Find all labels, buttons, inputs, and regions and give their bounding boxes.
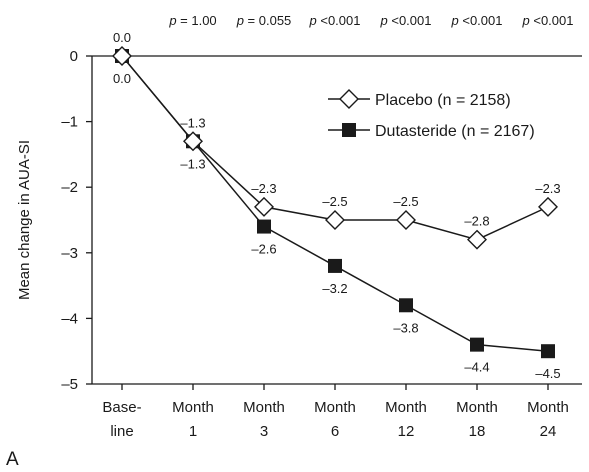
placebo-point xyxy=(467,229,487,250)
legend-placebo-label: Placebo (n = 2158) xyxy=(375,92,511,109)
dutasteride-point xyxy=(399,298,413,313)
p-value-label: p = 1.00 xyxy=(168,13,216,28)
dutasteride-point xyxy=(470,337,484,352)
p-value-label: p <0.001 xyxy=(451,13,503,28)
placebo-value-label: 0.0 xyxy=(113,30,131,45)
p-value-row: p = 1.00 p = 0.055 p <0.001 p <0.001 p <0.00… xyxy=(168,13,573,28)
dutasteride-value-label: –4.5 xyxy=(535,366,560,381)
legend-dutasteride-label: Dutasteride (n = 2167) xyxy=(375,123,535,140)
y-tick-label: –4 xyxy=(61,310,78,327)
legend-dutasteride-square-marker xyxy=(342,123,356,137)
panel-label: A xyxy=(6,449,19,470)
series-points xyxy=(112,46,558,359)
dutasteride-point xyxy=(328,258,342,273)
x-category-label-line1: Month xyxy=(385,399,427,416)
p-value-label: p <0.001 xyxy=(309,13,361,28)
x-category-label-line1: Month xyxy=(243,399,285,416)
axes xyxy=(91,55,582,385)
placebo-point xyxy=(396,210,416,230)
x-category-label-line1: Month xyxy=(172,399,214,416)
y-tick-label: –1 xyxy=(61,114,78,131)
x-category-label-line2: line xyxy=(110,423,133,440)
y-tick-label: –3 xyxy=(61,245,78,262)
y-tick-label: –2 xyxy=(61,179,78,196)
y-axis-title: Mean change in AUA-SI xyxy=(16,140,33,300)
x-category-label-line1: Month xyxy=(527,399,569,416)
placebo-value-label: –2.5 xyxy=(393,194,418,209)
y-ticks: 0 –1 –2 –3 –4 –5 xyxy=(61,48,92,393)
legend-placebo-diamond-marker xyxy=(339,89,359,109)
dutasteride-value-label: –2.6 xyxy=(251,242,276,257)
p-value-label: p <0.001 xyxy=(380,13,432,28)
x-category-label-line2: 6 xyxy=(331,423,339,440)
dutasteride-value-label: –1.3 xyxy=(180,156,205,171)
dutasteride-point xyxy=(541,344,555,359)
x-category-label-line2: 3 xyxy=(260,423,268,440)
x-category-label-line1: Base- xyxy=(102,399,141,416)
placebo-value-label: –1.3 xyxy=(180,115,205,130)
dutasteride-value-label: 0.0 xyxy=(113,71,131,86)
legend: Placebo (n = 2158) Dutasteride (n = 2167… xyxy=(328,89,535,140)
legend-item-dutasteride: Dutasteride (n = 2167) xyxy=(328,123,535,140)
legend-item-placebo: Placebo (n = 2158) xyxy=(328,89,511,109)
y-tick-label: –5 xyxy=(61,376,78,393)
x-category-label-line1: Month xyxy=(314,399,356,416)
y-tick-label: 0 xyxy=(70,48,78,65)
dutasteride-value-label: –3.2 xyxy=(322,281,347,296)
placebo-point xyxy=(538,196,558,217)
placebo-point xyxy=(254,196,274,217)
x-category-label-line2: 1 xyxy=(189,423,197,440)
dutasteride-point xyxy=(257,219,271,234)
dutasteride-value-label: –4.4 xyxy=(464,360,489,375)
placebo-value-label: –2.3 xyxy=(535,181,560,196)
p-value-label: p = 0.055 xyxy=(236,13,292,28)
placebo-value-label: –2.3 xyxy=(251,181,276,196)
dutasteride-value-label: –3.8 xyxy=(393,320,418,335)
p-value-label: p <0.001 xyxy=(522,13,574,28)
x-category-label-line2: 18 xyxy=(469,423,486,440)
placebo-point xyxy=(325,210,345,230)
x-category-labels: Base-line Month 1 Month 3 Month 6 Month 12 Month 1… xyxy=(102,384,569,440)
x-category-label-line1: Month xyxy=(456,399,498,416)
x-category-label-line2: 12 xyxy=(398,423,415,440)
value-labels: 0.0 –1.3 –2.3 –2.5 –2.5 –2.8 –2.3 0.0 –1.3 –2.6 –3… xyxy=(113,30,561,381)
placebo-value-label: –2.8 xyxy=(464,214,489,229)
placebo-value-label: –2.5 xyxy=(322,194,347,209)
placebo-point xyxy=(112,46,132,66)
placebo-point xyxy=(183,131,203,152)
x-category-label-line2: 24 xyxy=(540,423,557,440)
